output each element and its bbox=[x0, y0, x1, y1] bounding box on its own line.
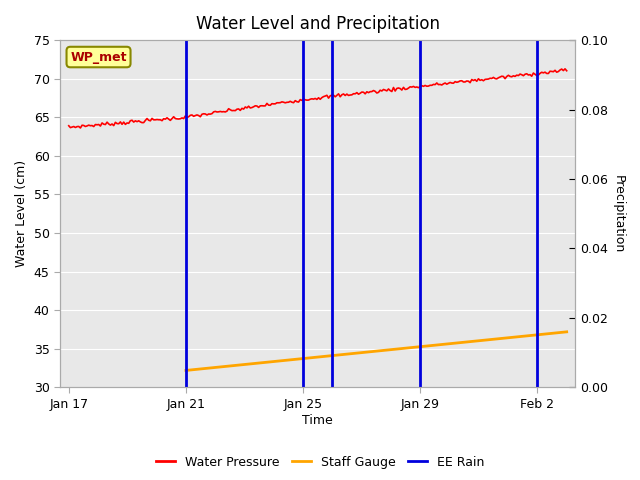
Y-axis label: Precipitation: Precipitation bbox=[612, 175, 625, 253]
Text: WP_met: WP_met bbox=[70, 50, 127, 63]
X-axis label: Time: Time bbox=[302, 414, 333, 427]
Title: Water Level and Precipitation: Water Level and Precipitation bbox=[196, 15, 440, 33]
Legend: Water Pressure, Staff Gauge, EE Rain: Water Pressure, Staff Gauge, EE Rain bbox=[151, 451, 489, 474]
Y-axis label: Water Level (cm): Water Level (cm) bbox=[15, 160, 28, 267]
